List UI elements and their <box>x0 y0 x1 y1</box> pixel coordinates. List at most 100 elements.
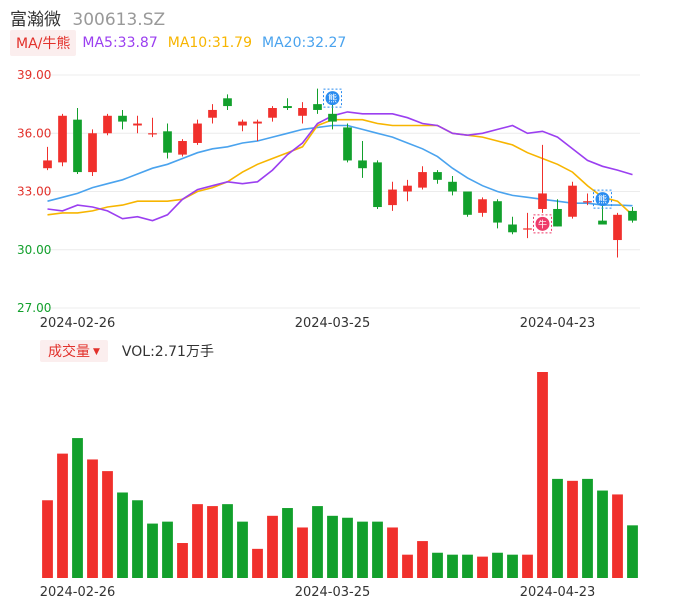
candle <box>478 197 487 217</box>
volume-indicator-dropdown[interactable]: 成交量 ▼ <box>40 340 108 362</box>
date-axis-labels: 2024-02-26 2024-02-26 2024-03-25 2024-03-25… <box>40 316 596 600</box>
ma10-line <box>47 118 634 216</box>
candle <box>553 199 562 227</box>
candle-body <box>178 141 187 155</box>
volume-bar <box>597 490 608 578</box>
volume-bar <box>147 523 158 578</box>
price-axis-labels: 39.00 36.00 33.00 30.00 27.00 <box>17 68 51 315</box>
caret-down-icon: ▼ <box>93 347 100 357</box>
candle-body <box>388 189 397 206</box>
candle <box>613 212 622 258</box>
volume-bar <box>297 527 308 578</box>
candle-body <box>523 228 532 230</box>
volume-indicator-label: 成交量 <box>48 344 90 360</box>
volume-bar <box>237 521 248 578</box>
marker-symbol: 牛 <box>538 218 547 230</box>
candle-body <box>253 121 262 124</box>
candle-body <box>403 185 412 192</box>
candle-body <box>508 224 517 233</box>
date-tick-label: 2024-04-23 <box>520 585 596 600</box>
date-tick-label: 2024-02-26 <box>40 316 116 331</box>
volume-bars <box>42 372 638 578</box>
candle-body <box>88 133 97 173</box>
date-tick-label: 2024-03-25 <box>295 585 371 600</box>
candle-body <box>163 131 172 153</box>
bull-signal-marker[interactable]: 牛 <box>533 214 552 234</box>
candle-body <box>628 210 637 221</box>
volume-bar <box>252 548 263 578</box>
candle <box>88 129 97 176</box>
candlestick-series <box>43 88 637 258</box>
candle-body <box>613 214 622 241</box>
price-tick-label: 27.00 <box>17 301 51 315</box>
volume-bar <box>432 552 443 578</box>
candle-body <box>298 108 307 116</box>
candle <box>208 104 217 124</box>
volume-bar <box>192 504 203 578</box>
candle-body <box>103 115 112 134</box>
volume-bar <box>342 517 353 578</box>
candle <box>508 216 517 235</box>
candle-body <box>58 115 67 163</box>
candle <box>328 104 337 130</box>
volume-bar <box>372 521 383 578</box>
marker-badge <box>325 91 340 106</box>
candle-body <box>568 185 577 217</box>
moving-average-lines <box>47 111 634 222</box>
date-tick-label: 2024-04-23 <box>520 316 596 331</box>
candle <box>568 181 577 219</box>
candle <box>238 119 247 132</box>
candle <box>523 212 532 239</box>
candle-body <box>328 113 337 122</box>
candle <box>73 108 82 175</box>
volume-bar <box>207 506 218 578</box>
ma-indicator-tab[interactable]: MA/牛熊 <box>10 29 77 56</box>
candle-body <box>313 104 322 110</box>
candle-body <box>448 181 457 192</box>
volume-bar <box>177 543 188 578</box>
candle <box>43 146 52 171</box>
candle <box>118 109 127 130</box>
marker-badge <box>535 216 550 231</box>
candle-body <box>478 199 487 213</box>
candle <box>628 207 637 223</box>
candle <box>433 170 442 184</box>
candle <box>493 199 502 229</box>
volume-bar <box>267 515 278 578</box>
volume-bar <box>72 438 83 578</box>
volume-bar <box>612 494 623 578</box>
candle-body <box>118 115 127 122</box>
volume-bar <box>552 478 563 578</box>
marker-frame <box>533 214 552 234</box>
volume-bar <box>357 521 368 578</box>
price-tick-label: 30.00 <box>17 243 51 257</box>
candle-body <box>73 119 82 173</box>
volume-bar <box>417 541 428 578</box>
candle <box>313 88 322 114</box>
ma5-line <box>47 111 633 222</box>
candle-body <box>43 160 52 169</box>
volume-bar <box>42 500 53 578</box>
volume-bar <box>627 525 638 578</box>
candle-body <box>268 108 277 118</box>
candle <box>163 123 172 159</box>
candle-body <box>148 133 157 135</box>
ma20-line <box>47 124 633 207</box>
bear-signal-marker[interactable]: 熊 <box>593 189 612 209</box>
date-tick-label: 2024-03-25 <box>295 316 371 331</box>
marker-symbol: 熊 <box>328 93 337 105</box>
candle <box>193 119 202 145</box>
volume-bar <box>582 478 593 578</box>
candle-body <box>583 201 592 203</box>
candle-body <box>238 121 247 126</box>
candle-body <box>418 172 427 188</box>
volume-bar <box>522 554 533 578</box>
candle-body <box>538 193 547 209</box>
price-grid <box>40 74 640 309</box>
bear-signal-marker[interactable]: 熊 <box>323 88 342 108</box>
volume-bar <box>402 554 413 578</box>
candle-body <box>208 109 217 118</box>
candle <box>583 193 592 206</box>
candle-body <box>373 162 382 208</box>
